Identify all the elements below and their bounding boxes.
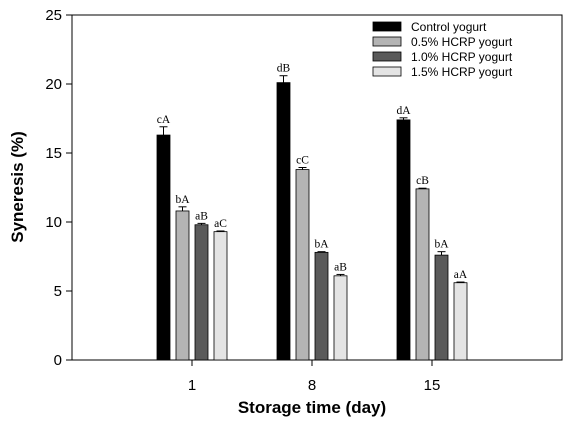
bar — [175, 210, 190, 361]
bar — [276, 82, 291, 361]
bar — [415, 188, 430, 361]
data-label: aA — [454, 269, 468, 281]
bar — [333, 275, 348, 361]
bar — [295, 169, 310, 361]
chart-marks: cA bA aB aC dB cC bA aB dA cB bA aA — [156, 63, 468, 361]
bar — [156, 134, 171, 361]
legend-swatch — [372, 51, 402, 62]
data-label: bA — [314, 239, 329, 251]
y-tick-label: 20 — [45, 76, 62, 93]
data-label: aC — [214, 218, 227, 230]
data-label: aB — [195, 210, 208, 222]
x-tick-label: 1 — [188, 377, 196, 394]
bar — [434, 254, 449, 361]
x-axis-title: Storage time (day) — [238, 398, 386, 417]
y-tick-label: 15 — [45, 145, 62, 162]
y-axis-title: Syneresis (%) — [8, 131, 27, 243]
legend-label: 1.5% HCRP yogurt — [411, 65, 513, 79]
bar — [194, 224, 209, 361]
chart-axes: 0 5 10 15 20 25 1 8 15 — [45, 7, 440, 394]
data-label: cB — [416, 175, 429, 187]
legend-label: 1.0% HCRP yogurt — [411, 50, 513, 64]
y-tick-label: 10 — [45, 214, 62, 231]
y-tick-label: 0 — [54, 352, 62, 369]
x-tick-label: 15 — [424, 377, 441, 394]
legend-swatch — [372, 36, 402, 47]
bar — [314, 251, 329, 361]
data-label: bA — [434, 239, 449, 251]
data-label: cC — [296, 154, 309, 166]
legend-label: Control yogurt — [411, 20, 487, 34]
y-tick-label: 5 — [54, 283, 62, 300]
y-tick-label: 25 — [45, 7, 62, 24]
data-label: dA — [396, 105, 411, 117]
data-label: dB — [277, 63, 291, 75]
data-label: cA — [157, 114, 171, 126]
data-label: aB — [334, 261, 347, 273]
data-label: bA — [175, 194, 190, 206]
legend-label: 0.5% HCRP yogurt — [411, 35, 513, 49]
legend-swatch — [372, 21, 402, 32]
legend-swatch — [372, 66, 402, 77]
bar — [396, 119, 411, 361]
bar — [453, 282, 468, 361]
x-tick-label: 8 — [308, 377, 316, 394]
bar — [213, 231, 228, 361]
